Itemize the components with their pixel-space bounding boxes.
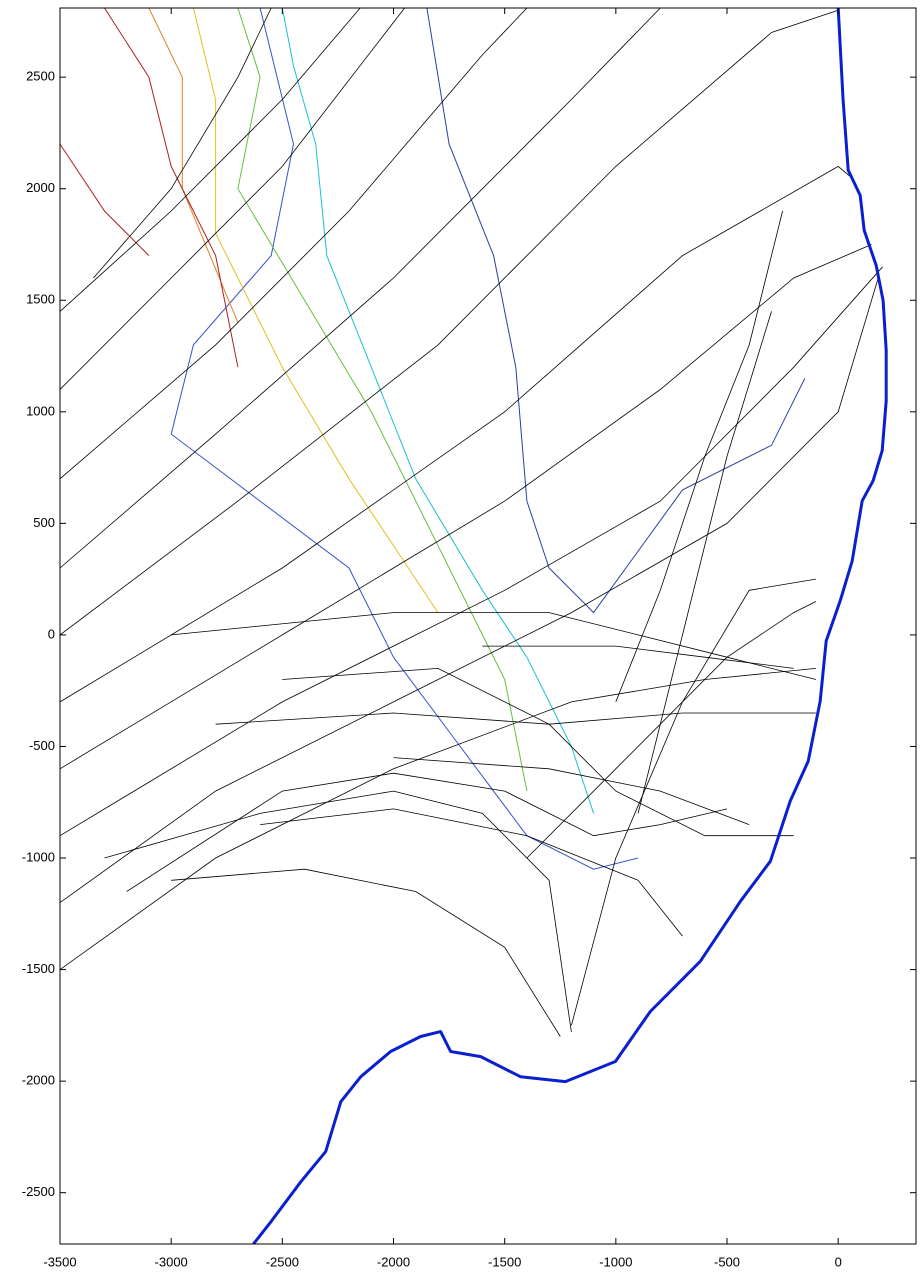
x-tick-label: -1000: [599, 1254, 632, 1269]
contour-line: [192, 8, 439, 613]
contour-line: [426, 8, 806, 614]
ray-path: [60, 8, 528, 480]
ray-path: [60, 8, 661, 569]
ray-path: [104, 790, 572, 1033]
ray-path: [393, 757, 750, 825]
ray-path: [282, 667, 794, 837]
y-tick-label: 500: [33, 515, 55, 530]
ray-path: [171, 612, 816, 680]
x-tick-label: -1500: [488, 1254, 521, 1269]
contour-line: [60, 143, 150, 256]
ray-path: [637, 311, 772, 814]
contour-line: [104, 8, 239, 368]
x-tick-label: -2000: [377, 1254, 410, 1269]
coastline: [252, 8, 888, 1244]
y-tick-label: 0: [48, 626, 55, 641]
x-tick-label: -3500: [43, 1254, 76, 1269]
x-tick-label: -500: [714, 1254, 740, 1269]
y-tick-label: -2000: [22, 1073, 55, 1088]
x-tick-label: -2500: [266, 1254, 299, 1269]
x-tick-label: 0: [835, 1254, 842, 1269]
ray-path: [93, 8, 272, 279]
y-tick-label: 2000: [26, 180, 55, 195]
y-tick-label: -1500: [22, 961, 55, 976]
ray-path: [615, 210, 783, 703]
ray-path: [60, 9, 839, 636]
ray-path: [60, 266, 883, 837]
ray-path: [60, 668, 816, 970]
y-tick-label: -500: [29, 738, 55, 753]
ray-path: [60, 277, 879, 903]
contour-line: [148, 8, 239, 323]
ray-path: [482, 645, 794, 669]
ray-path: [60, 8, 405, 390]
x-tick-label: -3000: [155, 1254, 188, 1269]
ray-path: [60, 244, 872, 770]
plot-area: [60, 8, 888, 1244]
ray-path: [126, 772, 728, 892]
ray-path: [171, 868, 561, 1037]
y-tick-label: 1000: [26, 403, 55, 418]
ray-path: [215, 712, 816, 725]
y-tick-label: -1000: [22, 849, 55, 864]
ray-path: [60, 165, 852, 703]
y-tick-label: 1500: [26, 292, 55, 307]
contour-line: [237, 8, 528, 792]
ray-path: [60, 8, 361, 312]
axes-frame: [59, 7, 917, 1245]
contour-line: [281, 8, 595, 814]
contour-line: [170, 8, 639, 870]
ray-path: [260, 808, 683, 937]
ray-path: [526, 601, 817, 859]
y-tick-label: -2500: [22, 1184, 55, 1199]
y-tick-label: 2500: [26, 69, 55, 84]
